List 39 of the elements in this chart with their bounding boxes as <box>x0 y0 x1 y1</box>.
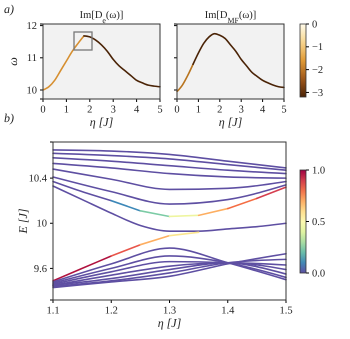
x-tick-label: 2 <box>87 104 92 116</box>
y-tick-label: 12 <box>26 20 37 32</box>
x-tick-label: 1.4 <box>221 305 236 316</box>
color-bar-label: −3 <box>312 88 324 99</box>
x-axis-title: η [J] <box>158 316 182 330</box>
color-bar-label: 1.0 <box>312 165 326 176</box>
text: b) <box>4 111 14 125</box>
x-tick-label: 3 <box>238 104 244 116</box>
x-tick-label: 1.5 <box>279 305 293 316</box>
x-tick-label: 4 <box>260 104 266 116</box>
x-tick-label: 1.1 <box>46 305 60 316</box>
chart-title: Im[D$_{e}$(ω)] <box>80 10 124 24</box>
color-bar-label: 0 <box>312 19 318 30</box>
y-tick-label: 10 <box>36 218 47 230</box>
x-tick-label: 5 <box>281 104 287 116</box>
text: a) <box>4 2 14 16</box>
x-axis-title: η [J] <box>90 115 114 129</box>
x-tick-label: 4 <box>134 104 140 116</box>
x-axis-title: η [J] <box>218 115 243 129</box>
y-tick-label: 10.4 <box>28 173 48 184</box>
x-tick-label: 5 <box>157 104 163 116</box>
color-bar-label: 0.0 <box>312 268 326 280</box>
x-tick-label: 3 <box>110 104 116 116</box>
x-tick-label: 0 <box>40 104 46 116</box>
x-tick-label: 1.3 <box>162 305 176 316</box>
y-tick-label: 9.6 <box>34 264 47 275</box>
x-tick-label: 2 <box>217 104 222 116</box>
y-tick-label: 11 <box>26 53 37 64</box>
y-tick-label: 10 <box>26 85 37 96</box>
y-axis-title: ω <box>6 57 20 66</box>
x-tick-label: 1 <box>196 104 202 116</box>
x-tick-label: 1.2 <box>104 305 118 316</box>
x-tick-label: 0 <box>174 104 180 116</box>
color-bar-label: 0.5 <box>312 216 326 228</box>
chart-title: Im[D$_{MF}$(ω)] <box>204 10 256 24</box>
x-tick-label: 1 <box>64 104 70 116</box>
color-bar-label: −1 <box>312 42 324 54</box>
y-axis-title: E [J] <box>16 208 30 234</box>
color-bar-label: −2 <box>312 64 324 76</box>
